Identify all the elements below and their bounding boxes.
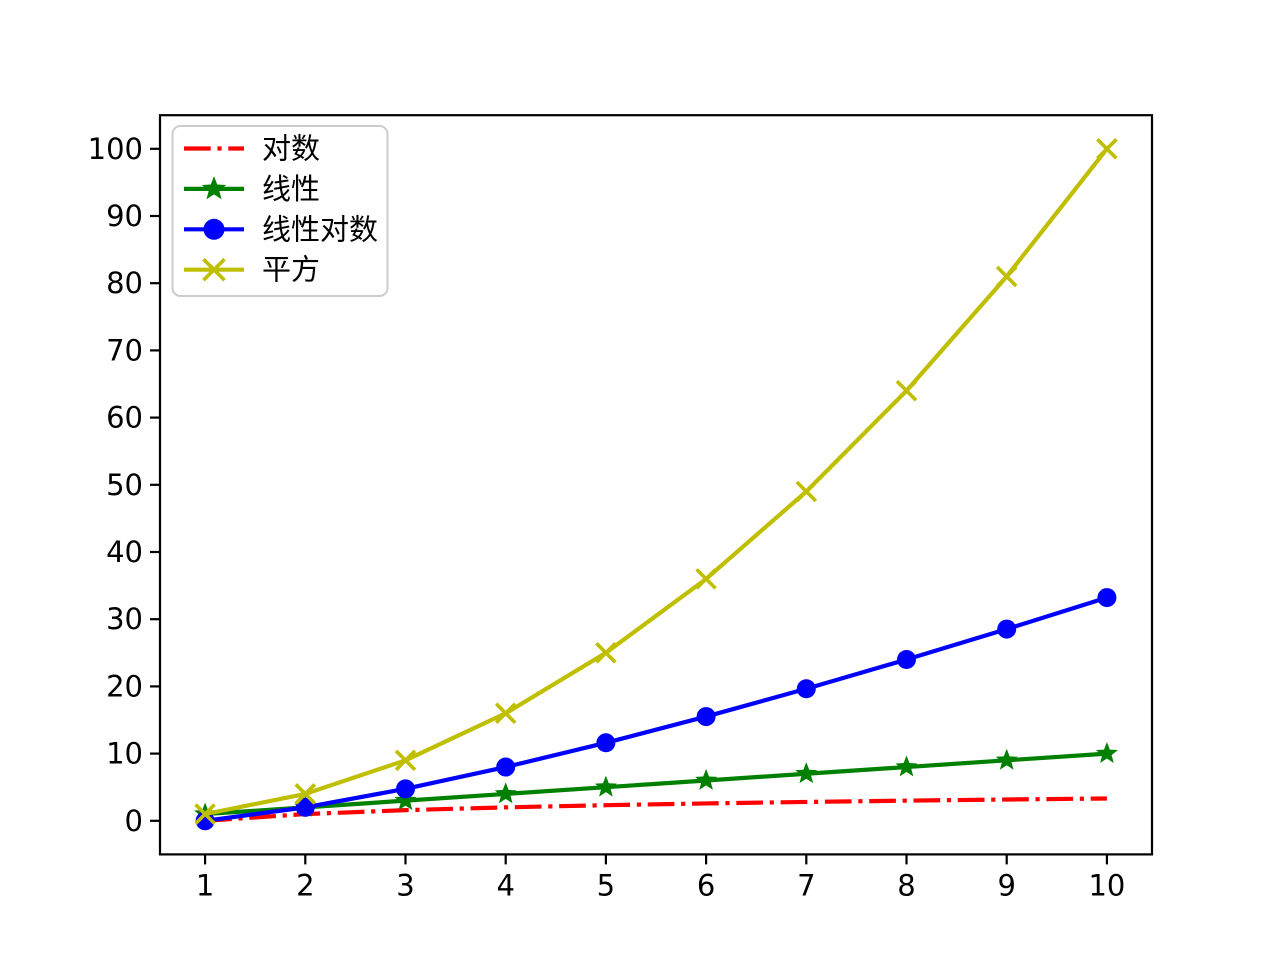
x-tick-label: 8	[897, 868, 915, 902]
legend-box	[171, 125, 389, 297]
x-tick-label: 7	[797, 868, 815, 902]
x-tick-label: 4	[496, 868, 514, 902]
series-linear-marker	[695, 768, 718, 790]
series-square-line	[204, 147, 1109, 817]
x-tick-label: 9	[997, 868, 1015, 902]
y-tick-label: 0	[125, 804, 143, 838]
series-linear-log-marker	[997, 619, 1017, 639]
y-tick-label: 100	[88, 132, 143, 166]
series-linear-marker	[594, 775, 617, 797]
series-linear-marker	[895, 755, 918, 777]
series-square-marker	[695, 568, 717, 590]
legend-marker-linear-log	[203, 218, 225, 240]
series-linear-log-marker	[796, 679, 816, 699]
series-square-marker	[895, 379, 918, 402]
series-linear-log-marker	[496, 757, 516, 777]
series-linear-marker	[494, 782, 517, 804]
series-square-marker	[494, 702, 517, 725]
series-linear-line	[204, 751, 1108, 817]
y-tick-label: 20	[106, 669, 143, 703]
series-group	[194, 138, 1118, 831]
series-square-marker	[595, 642, 617, 664]
series-linear-log-marker	[295, 797, 315, 817]
x-tick-label: 10	[1088, 868, 1125, 902]
series-square-marker	[795, 480, 818, 503]
series-linear-log-marker	[596, 733, 616, 753]
series-square-marker	[995, 265, 1018, 288]
series-linear-marker	[995, 748, 1018, 770]
y-tick-label: 90	[106, 199, 143, 233]
series-square-marker	[294, 783, 317, 805]
y-tick-label: 70	[106, 333, 143, 367]
x-tick-label: 5	[597, 868, 615, 902]
series-linear-log-line	[204, 595, 1108, 823]
series-square-marker	[194, 803, 216, 825]
y-tick-label: 80	[106, 266, 143, 300]
x-tick-label: 1	[196, 868, 214, 902]
legend-marker-linear	[201, 176, 227, 200]
legend-label-square: 平方	[262, 253, 320, 287]
x-tick-label: 6	[697, 868, 715, 902]
series-linear-log-marker	[395, 779, 415, 799]
series-linear-marker	[1095, 742, 1118, 763]
legend-label-linear: 线性	[262, 172, 320, 206]
legend-label-linear-log: 线性对数	[262, 212, 378, 246]
series-log-line	[204, 796, 1107, 823]
series-linear-log-marker	[897, 650, 917, 670]
series-linear-marker	[795, 762, 818, 784]
y-axis: 0 10 20 30 40 50 60 70 80 90 100	[88, 132, 160, 838]
series-square-marker	[394, 749, 417, 772]
x-tick-label: 3	[396, 868, 414, 902]
series-square-marker	[1096, 138, 1118, 160]
legend-marker-square	[202, 257, 226, 282]
y-tick-label: 60	[106, 401, 143, 435]
x-tick-label: 2	[296, 868, 314, 902]
series-linear-log-marker	[1097, 588, 1117, 608]
series-linear-marker	[394, 789, 417, 811]
y-tick-label: 50	[106, 468, 143, 502]
series-linear-log-marker	[195, 811, 215, 831]
y-tick-label: 30	[106, 602, 143, 636]
x-axis: 1 2 3 4 5 6 7 8 9 10	[196, 854, 1125, 902]
series-linear-log-marker	[696, 707, 716, 727]
y-tick-label: 40	[106, 535, 143, 569]
legend-label-log: 对数	[262, 132, 320, 166]
y-tick-label: 10	[106, 737, 143, 771]
